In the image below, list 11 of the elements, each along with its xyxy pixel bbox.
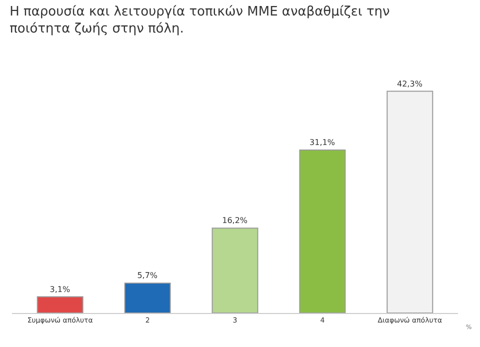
bar — [124, 282, 171, 313]
data-label: 31,1% — [310, 138, 336, 147]
bar — [212, 228, 258, 313]
data-label: 42,3% — [396, 79, 423, 88]
data-label: 5,7% — [137, 271, 158, 280]
bar — [299, 150, 346, 313]
data-label: 16,2% — [222, 216, 248, 226]
bar — [386, 90, 434, 313]
bar — [36, 296, 84, 313]
data-label: 3,1% — [50, 284, 70, 294]
chart-title: Η παρουσία και λειτουργία τοπικών ΜΜΕ αναβαθμίζει την ποιότητα ζωής στην πόλη. — [10, 4, 390, 37]
